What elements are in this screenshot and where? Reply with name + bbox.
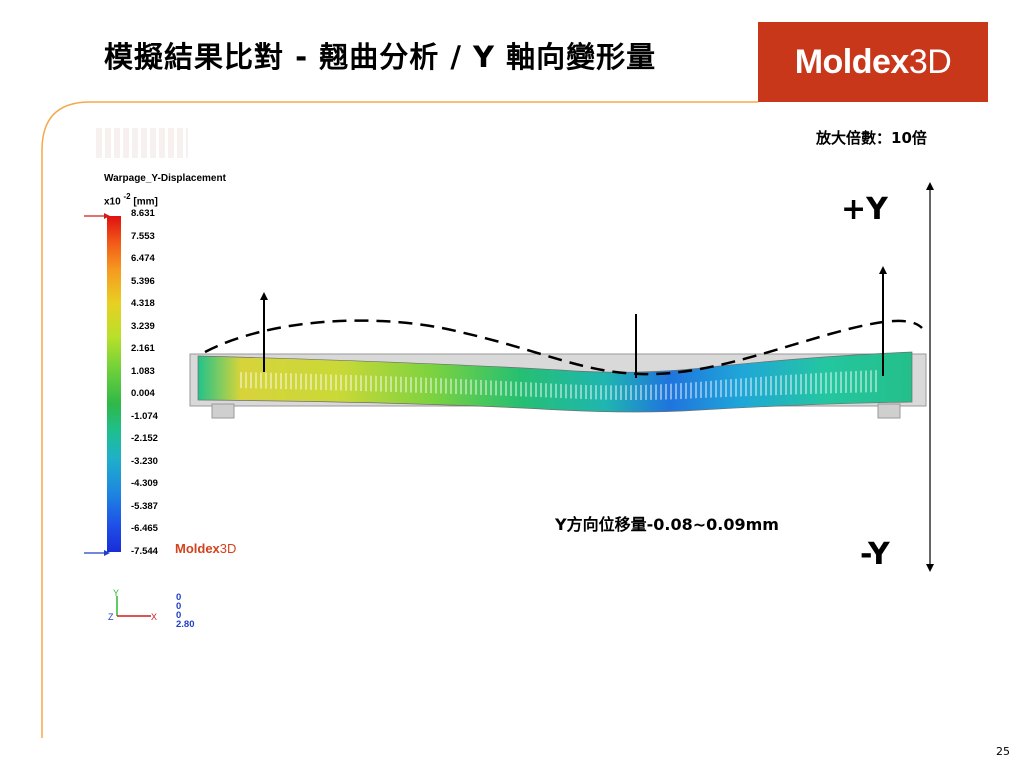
legend-tick-label: 7.553	[131, 230, 155, 242]
logo-brand: Moldex	[794, 43, 910, 81]
magnification-note: 放大倍數：10倍	[816, 129, 927, 147]
legend-tick-label: -4.309	[131, 478, 158, 489]
moldex3d-logo: Moldex3D	[758, 22, 988, 102]
logo-brand-number: 3D	[908, 43, 952, 81]
displacement-range-note: Y方向位移量-0.08~0.09mm	[555, 515, 779, 534]
axis-readout-2: 0	[176, 601, 182, 612]
legend-tick-label: -1.074	[131, 410, 158, 422]
legend-tick-label: 5.396	[131, 275, 155, 287]
legend-tick-label: -3.230	[131, 455, 158, 467]
plus-y-label: +Y	[841, 192, 888, 227]
legend-title: Warpage_Y-Displacement	[104, 173, 226, 184]
legend-tick-label: 2.161	[131, 343, 155, 354]
svg-text:X: X	[151, 612, 157, 622]
legend-tick-label: 4.318	[131, 298, 155, 309]
faded-header-remnant	[96, 128, 188, 158]
legend-tick-label: 1.083	[131, 365, 155, 377]
page-number: 25	[996, 745, 1010, 758]
legend-watermark-brand: Moldex	[175, 541, 220, 556]
legend-tick-label: -7.544	[131, 545, 158, 557]
legend-tick-label: -6.465	[131, 523, 158, 534]
legend-tick-label: -5.387	[131, 500, 158, 512]
svg-text:Y: Y	[113, 588, 119, 598]
legend-unit: [mm]	[133, 196, 158, 208]
legend-scale: x10 -2 [mm]	[104, 192, 158, 208]
legend-tick-label: 6.474	[131, 253, 155, 264]
slide-title: 模擬結果比對 - 翹曲分析 / Y 軸向變形量	[104, 40, 657, 74]
legend-colorbar	[107, 216, 121, 552]
axis-readout-1: 0	[176, 592, 182, 603]
legend-tick-label: -2.152	[131, 433, 158, 444]
minus-y-label: -Y	[860, 537, 890, 572]
axis-readout-4: 2.80	[176, 619, 195, 630]
legend-watermark-logo: Moldex3D	[175, 541, 236, 556]
legend-watermark-number: 3D	[219, 541, 237, 556]
axis-readout: 0 0 0 2.80	[176, 592, 195, 630]
svg-text:Z: Z	[108, 612, 114, 622]
axis-readout-3: 0	[176, 610, 182, 621]
legend-tick-label: 8.631	[131, 208, 155, 219]
legend-tick-label: 3.239	[131, 320, 155, 332]
legend-scale-exponent: -2	[123, 192, 131, 201]
legend-scale-prefix: x10	[104, 196, 121, 208]
legend-tick-label: 0.004	[131, 388, 155, 399]
